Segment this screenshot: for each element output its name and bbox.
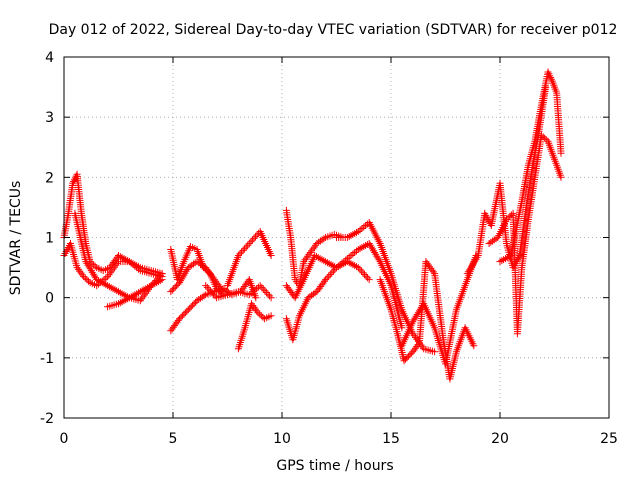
point-markers [485, 131, 565, 338]
y-tick-label: 3 [45, 110, 54, 126]
x-axis-label: GPS time / hours [276, 458, 393, 474]
y-tick-label: 4 [45, 50, 54, 66]
point-markers [224, 228, 275, 290]
x-tick-label: 5 [169, 431, 178, 447]
x-tick-label: 20 [491, 431, 509, 447]
y-tick-label: 2 [45, 170, 54, 186]
point-markers [234, 300, 275, 353]
point-markers [376, 258, 478, 383]
series-satellite-track-p [398, 252, 480, 368]
x-tick-label: 10 [273, 431, 291, 447]
point-markers [398, 252, 480, 368]
x-tick-label: 0 [60, 431, 69, 447]
series-satellite-track-f [167, 258, 227, 296]
y-tick-label: 1 [45, 231, 54, 247]
point-markers [282, 206, 347, 290]
series-satellite-track-q [463, 83, 550, 278]
point-markers [463, 83, 550, 278]
point-markers [167, 258, 227, 296]
series-satellite-track-k [282, 206, 347, 290]
chart-title: Day 012 of 2022, Sidereal Day-to-day VTE… [49, 22, 618, 38]
y-axis-label: SDTVAR / TECUs [8, 181, 24, 296]
axis-ticks: 0 5 10 15 20 25 -2 -1 0 1 2 3 4 [40, 50, 618, 447]
x-tick-label: 15 [382, 431, 400, 447]
x-tick-label: 25 [600, 431, 618, 447]
point-markers [104, 276, 166, 311]
point-markers [202, 282, 275, 302]
series-satellite-track-o [376, 258, 478, 383]
y-tick-label: 0 [45, 291, 54, 307]
data-points [60, 68, 565, 383]
series-satellite-track-m [282, 258, 373, 344]
series-satellite-track-h [202, 282, 275, 302]
point-markers [282, 258, 373, 344]
series-satellite-track-r [485, 131, 565, 338]
series-satellite-track-s [496, 68, 565, 266]
series-satellite-track-j [234, 300, 275, 353]
point-markers [496, 68, 565, 266]
y-tick-label: -1 [40, 351, 54, 367]
series-satellite-track-d [104, 276, 166, 311]
series-satellite-track-i [224, 228, 275, 290]
y-tick-label: -2 [40, 411, 54, 427]
